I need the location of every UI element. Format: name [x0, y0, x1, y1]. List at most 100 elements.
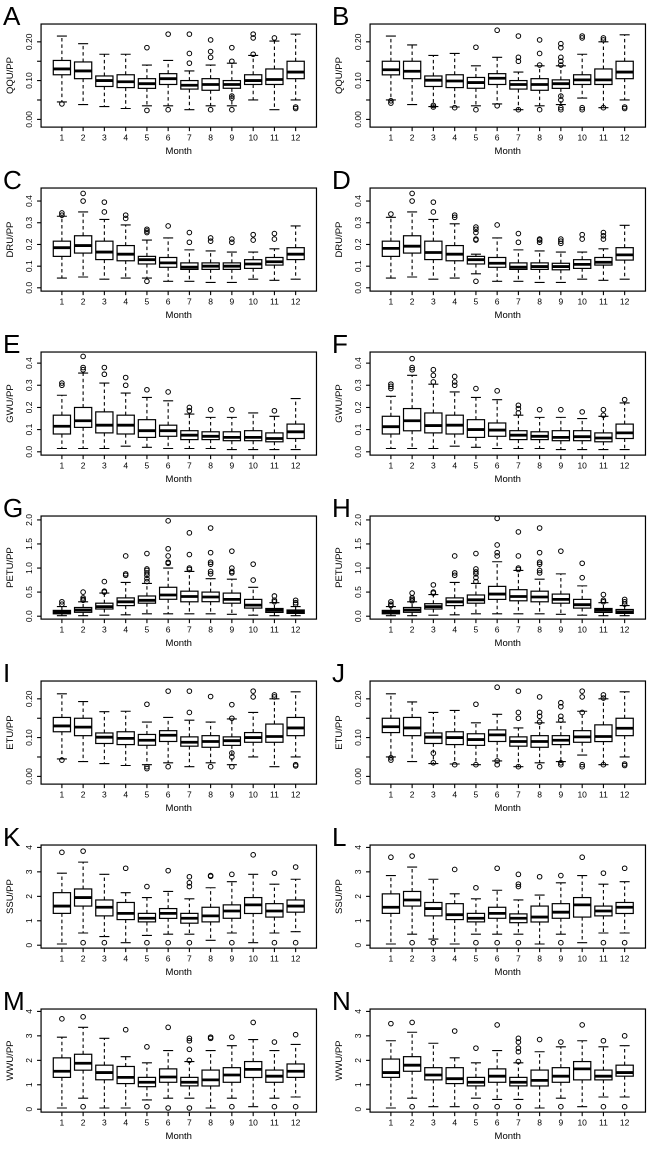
- outlier-point: [80, 353, 86, 360]
- y-axis: 0 1 2 3 4: [353, 844, 370, 947]
- x-tick-label: 5: [473, 1117, 478, 1127]
- box-month-9: [222, 701, 242, 770]
- x-tick-label: 6: [166, 133, 171, 143]
- outlier-point: [515, 54, 521, 61]
- outlier-point: [557, 97, 564, 103]
- x-tick-label: 11: [599, 625, 608, 635]
- plot-frame: [368, 1008, 646, 1113]
- outlier-point: [408, 1103, 415, 1110]
- outlier-point: [430, 590, 436, 597]
- boxplot-series: [381, 27, 634, 113]
- x-tick-label: 9: [558, 625, 563, 635]
- x-tick-label: 10: [248, 953, 258, 963]
- panel-C-chart: C0.00.10.20.30.41 2 3 4 5 6 7 8 9 10 11 12DRU/PPMon…: [3, 165, 318, 321]
- box-month-8: [529, 693, 549, 770]
- box-month-3: [423, 878, 443, 946]
- outlier-point: [621, 762, 627, 768]
- outlier-point: [472, 386, 479, 392]
- y-tick-label: 0.3: [24, 217, 34, 229]
- outlier-point: [621, 939, 627, 946]
- plot-frame: [368, 351, 646, 456]
- box-month-6: [158, 518, 178, 615]
- outlier-point: [472, 1045, 479, 1051]
- x-tick-label: 4: [123, 789, 128, 799]
- outlier-point: [557, 699, 564, 706]
- x-tick-label: 1: [388, 297, 393, 307]
- panel-C-label: C: [3, 165, 22, 195]
- outlier-point: [207, 571, 214, 578]
- outlier-point: [144, 229, 150, 236]
- outlier-point: [207, 525, 214, 532]
- y-axis-title: DRU/PP: [334, 222, 345, 258]
- x-tick-label: 8: [537, 953, 542, 963]
- outlier-point: [59, 101, 65, 107]
- y-tick-label: 0: [353, 1106, 363, 1111]
- outlier-point: [621, 1032, 627, 1039]
- outlier-point: [451, 373, 457, 380]
- outlier-point: [472, 939, 479, 946]
- boxplot-series: [52, 687, 305, 771]
- outlier-point: [144, 939, 150, 946]
- outlier-point: [387, 383, 394, 390]
- outlier-point: [430, 749, 436, 756]
- outlier-point: [536, 1036, 542, 1043]
- outlier-point: [493, 102, 500, 109]
- box-month-7: [508, 402, 528, 450]
- outlier-point: [515, 883, 521, 890]
- y-axis-title: PETU/PP: [5, 548, 16, 589]
- y-tick-label: 0.2: [353, 402, 363, 414]
- outlier-point: [515, 402, 521, 409]
- panel-D: D 0.0 0.1 0.2 0.3 0.4 1 2 3 4 5 6 7 8 9 10 11 12 DRU/PP Mon…: [329, 164, 657, 328]
- outlier-point: [600, 870, 606, 876]
- x-tick-label: 11: [599, 297, 608, 307]
- panel-H-label: H: [332, 493, 351, 523]
- x-axis: 1 2 3 4 5 6 7 8 9 10 11 12: [60, 291, 301, 307]
- y-tick-label: 0.1: [353, 424, 363, 436]
- box-month-4: [444, 52, 464, 111]
- outlier-point: [101, 199, 108, 206]
- outlier-point: [122, 212, 129, 219]
- outlier-point: [80, 589, 86, 596]
- box-month-7: [180, 530, 199, 615]
- box-month-5: [466, 701, 485, 768]
- x-axis: 1 2 3 4 5 6 7 8 9 10 11 12: [388, 1111, 629, 1127]
- y-tick-label: 0.0: [24, 282, 34, 294]
- x-tick-label: 12: [619, 1117, 629, 1127]
- box-month-11: [593, 1037, 613, 1110]
- x-tick-label: 8: [537, 625, 542, 635]
- x-tick-label: 6: [494, 461, 499, 471]
- x-axis: 1 2 3 4 5 6 7 8 9 10 11 12: [388, 291, 629, 307]
- outlier-point: [250, 851, 256, 858]
- panel-N-label: N: [332, 986, 351, 1016]
- box-month-5: [137, 226, 157, 285]
- panel-L-label: L: [332, 822, 346, 852]
- y-tick-label: 2.0: [24, 514, 34, 526]
- outlier-point: [578, 575, 585, 581]
- outlier-point: [536, 62, 542, 68]
- box-month-7: [508, 529, 528, 615]
- outlier-point: [186, 552, 193, 558]
- outlier-point: [229, 753, 235, 760]
- outlier-point: [472, 575, 479, 581]
- panel-D-chart: D0.00.10.20.30.41 2 3 4 5 6 7 8 9 10 11 12DRU/PPMon…: [332, 165, 646, 321]
- outlier-point: [600, 236, 606, 243]
- outlier-point: [250, 51, 256, 58]
- x-tick-label: 12: [619, 953, 629, 963]
- outlier-point: [451, 212, 457, 219]
- plot-frame: [368, 515, 646, 621]
- outlier-point: [229, 1034, 235, 1040]
- x-tick-label: 7: [187, 297, 192, 307]
- outlier-point: [271, 1103, 278, 1110]
- box-month-5: [137, 883, 157, 946]
- box-month-12: [614, 690, 634, 768]
- outlier-point: [515, 1048, 521, 1055]
- x-tick-label: 10: [577, 1117, 587, 1127]
- x-tick-label: 5: [145, 297, 150, 307]
- outlier-point: [165, 867, 171, 874]
- outlier-point: [536, 550, 542, 556]
- outlier-point: [144, 387, 150, 393]
- outlier-point: [387, 1020, 394, 1027]
- outlier-point: [557, 1039, 564, 1045]
- y-axis-title: DRU/PP: [5, 222, 16, 258]
